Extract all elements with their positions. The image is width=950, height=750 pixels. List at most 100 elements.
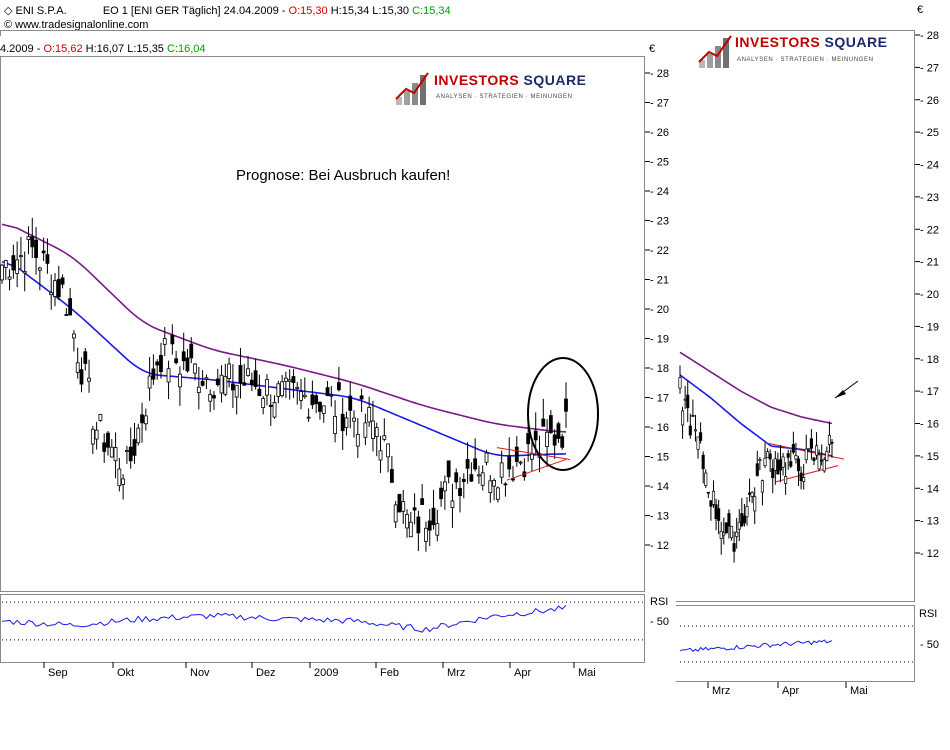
candle-body <box>185 357 190 372</box>
candle-body <box>189 343 194 359</box>
ma_long-line <box>1 223 567 433</box>
x-tick-label: Nov <box>190 667 210 679</box>
inner-chart-svg: - 50 - 12 - 13 - 14 - 15 - 16 - 17 - 18 - 19 - 2… <box>0 56 669 679</box>
candle-body <box>136 427 141 444</box>
y-tick-label: - 28 <box>920 30 939 42</box>
chart-header: ◇ ENI S.P.A. EO 1 [ENI GER Täglich] 24.0… <box>4 4 451 17</box>
x-tick-label: Apr <box>782 685 799 697</box>
candle-body <box>545 431 549 448</box>
candle-body <box>64 314 69 316</box>
candle-body <box>693 429 698 432</box>
x-tick-label: Mai <box>850 685 868 697</box>
candle-body <box>776 459 780 475</box>
y-tick-label: - 20 <box>920 289 939 301</box>
candle-body <box>556 423 561 439</box>
candle-body <box>344 417 349 428</box>
candle-body <box>181 351 186 362</box>
candle-body <box>34 239 38 258</box>
candle-body <box>302 394 307 398</box>
candle-body <box>704 472 708 486</box>
candle-body <box>742 515 746 524</box>
inner-x-axis: Sep Okt Nov Dez 2009 Feb Mrz Apr Mai <box>43 662 596 679</box>
candle-body <box>735 531 739 537</box>
candle-body <box>333 416 338 434</box>
candle-body <box>68 298 73 316</box>
candle-body <box>386 443 390 458</box>
candle-body <box>706 491 710 494</box>
candle-body <box>709 500 713 507</box>
logo-stairs-icon <box>395 72 429 105</box>
candle-body <box>306 416 311 419</box>
candle-body <box>699 432 703 441</box>
candle-body <box>477 474 481 477</box>
candle-body <box>740 513 744 527</box>
y-tick-label: - 14 <box>920 483 939 495</box>
candle-body <box>56 279 61 298</box>
candle-body <box>325 387 330 396</box>
y-tick-label: - 13 <box>920 516 939 528</box>
y-tick-label: - 16 <box>920 419 939 431</box>
source-line: © www.tradesignalonline.com <box>4 19 148 31</box>
candle-body <box>196 386 201 394</box>
rsi-line <box>679 639 833 653</box>
outer-logo: INVESTORS SQUARE ANALYSEN · STRATEGIEN ·… <box>697 32 897 72</box>
logo-brand-1: INVESTORS <box>735 34 821 50</box>
candle-body <box>90 428 95 445</box>
candle-body <box>484 452 489 463</box>
period-date: Täglich] 24.04.2009 - <box>182 5 286 17</box>
candle-body <box>804 448 808 461</box>
y-tick-label: - 28 <box>650 68 669 80</box>
triangle-lower-line <box>506 458 567 481</box>
candle-body <box>321 405 326 414</box>
logo-brand-2: SQUARE <box>824 34 888 50</box>
candle-body <box>283 377 288 382</box>
candle-body <box>223 376 228 395</box>
candle-body <box>94 429 99 440</box>
candle-body <box>401 501 406 512</box>
candle-body <box>825 451 829 461</box>
candle-body <box>442 481 447 492</box>
candle-body <box>41 250 46 254</box>
inner-high-low: H:16,07 L:15,35 <box>85 43 164 55</box>
inner-currency: € <box>649 43 656 55</box>
candle-body <box>729 525 734 539</box>
candle-body <box>352 417 356 422</box>
candle-body <box>174 358 179 364</box>
candle-body <box>265 379 269 396</box>
candle-body <box>530 453 534 460</box>
source-url[interactable]: www.tradesignalonline.com <box>15 19 149 31</box>
breakout-arrow <box>834 380 859 399</box>
inner-logo: INVESTORS SQUARE ANALYSEN · STRATEGIEN ·… <box>394 69 594 109</box>
candle-body <box>318 401 322 412</box>
candle-body <box>737 521 741 530</box>
candle-body <box>219 374 224 394</box>
y-tick-label: - 21 <box>650 275 669 287</box>
candle-body <box>75 362 80 373</box>
candle-body <box>514 446 519 463</box>
candle-body <box>814 445 819 456</box>
candle-body <box>378 450 383 461</box>
candle-body <box>799 472 803 481</box>
candle-body <box>268 404 273 407</box>
y-tick-label: - 27 <box>920 62 939 74</box>
instrument-marker-icon: ◇ <box>4 5 13 17</box>
candle-body <box>299 391 303 401</box>
candle-body <box>242 382 247 386</box>
outer-currency: € <box>917 4 924 16</box>
candle-body <box>446 460 451 478</box>
candle-body <box>681 410 685 426</box>
open-value: O:15,30 <box>288 5 328 17</box>
candle-body <box>714 504 718 520</box>
candle-body <box>758 459 762 461</box>
y-tick-label: - 24 <box>920 160 939 172</box>
candle-body <box>722 532 726 536</box>
candle-body <box>11 255 16 271</box>
y-tick-label: - 15 <box>920 451 939 463</box>
outer-rsi: - 50 <box>679 625 939 663</box>
y-tick-label: - 23 <box>650 216 669 228</box>
candle-body <box>140 414 144 424</box>
candle-body <box>19 255 23 257</box>
candle-body <box>439 487 443 500</box>
x-tick-label: Feb <box>380 667 399 679</box>
candle-body <box>431 507 436 526</box>
